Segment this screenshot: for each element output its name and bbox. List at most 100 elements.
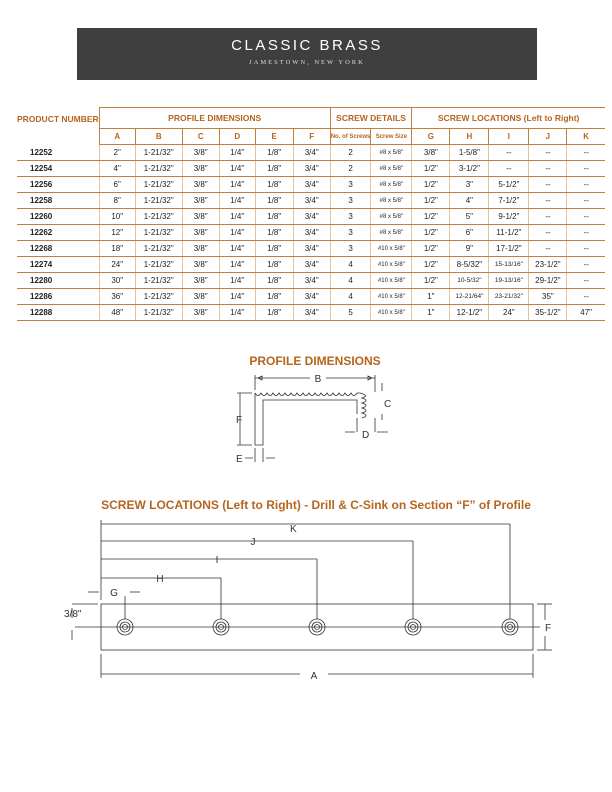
table-cell: #8 x 5/8" [370,192,412,209]
table-cell: 1" [411,288,450,305]
table-cell: 1/4" [218,288,256,305]
table-cell: #8 x 5/8" [370,176,412,193]
screw-hole-icon [410,624,416,630]
table-cell: 2 [329,160,371,177]
table-cell: 8-5/32" [449,256,489,273]
product-number-cell: 12258 [17,192,100,209]
label-offset: 3/8" [64,609,82,620]
table-cell: #8 x 5/8" [370,144,412,161]
column-header: H [449,128,489,145]
table-cell: -- [488,160,529,177]
table-cell: -- [528,240,567,257]
table-cell: 3/8" [411,144,450,161]
table-cell: -- [566,288,605,305]
label-F: F [236,415,242,426]
table-cell: -- [528,160,567,177]
table-cell: -- [528,224,567,241]
table-cell: 3/8" [181,144,220,161]
table-cell: 1/4" [218,176,256,193]
column-header: F [292,128,331,145]
table-cell: 10" [98,208,136,225]
table-row: 12288 48" 1-21/32" 3/8" 1/4" 1/8" 3/4" 5 #10 x 5… [17,304,605,321]
table-cell: -- [566,224,605,241]
table-cell: 1-21/32" [134,288,183,305]
table-cell: 4 [329,272,371,289]
table-cell: 3/4" [292,208,331,225]
label-D: D [362,430,369,441]
table-cell: 3/8" [181,192,220,209]
table-cell: 3/8" [181,160,220,177]
table-cell: 3/8" [181,224,220,241]
table-cell: 3 [329,176,371,193]
table-cell: #8 x 5/8" [370,224,412,241]
table-cell: 1/4" [218,256,256,273]
product-number-cell: 12262 [17,224,100,241]
table-cell: 5 [329,304,371,321]
table-cell: 1/4" [218,208,256,225]
table-cell: -- [566,208,605,225]
table-cell: 3/4" [292,272,331,289]
table-cell: 10-5/32" [449,272,489,289]
product-number-cell: 12260 [17,208,100,225]
table-cell: 3/4" [292,160,331,177]
table-cell: 11-1/2" [488,224,529,241]
table-cell: 3 [329,224,371,241]
table-cell: 1/8" [254,144,294,161]
table-cell: #10 x 5/8" [370,272,412,289]
table-cell: 3" [449,176,489,193]
screw-hole-icon [407,621,419,633]
screw-diagram-title: SCREW LOCATIONS (Left to Right) - Drill … [101,498,531,512]
label-F-bar: F [545,623,551,634]
table-cell: 1/8" [254,224,294,241]
table-cell: 3 [329,240,371,257]
table-cell: 1/4" [218,144,256,161]
table-cell: 3/4" [292,144,331,161]
column-header: B [134,128,183,145]
table-cell: 1/8" [254,240,294,257]
table-cell: 1-21/32" [134,224,183,241]
table-cell: 12-21/64" [449,288,489,305]
product-number-cell: 12280 [17,272,100,289]
table-row: 12260 10" 1-21/32" 3/8" 1/4" 1/8" 3/4" 3 #8 x 5/… [17,208,605,225]
table-row: 12258 8" 1-21/32" 3/8" 1/4" 1/8" 3/4" 3 #8 x 5/8… [17,192,605,209]
table-cell: 19-13/16" [488,272,529,289]
screw-hole-icon [504,621,516,633]
table-cell: 1/2" [411,176,450,193]
table-cell: 18" [98,240,136,257]
table-cell: 1/2" [411,256,450,273]
table-cell: 9" [449,240,489,257]
table-row: 12286 36" 1-21/32" 3/8" 1/4" 1/8" 3/4" 4 #10 x 5… [17,288,605,305]
table-cell: 8" [98,192,136,209]
table-cell: -- [566,192,605,209]
product-number-cell: 12254 [17,160,100,177]
screw-hole-icon [311,621,323,633]
product-number-cell: 12252 [17,144,100,161]
product-number-cell: 12256 [17,176,100,193]
table-cell: 36" [98,288,136,305]
table-cell: 1-21/32" [134,256,183,273]
column-header: E [254,128,294,145]
table-cell: 6" [449,224,489,241]
brand-name: CLASSIC BRASS [231,37,383,54]
table-cell: 3/4" [292,304,331,321]
table-cell: 2 [329,144,371,161]
table-cell: 3/8" [181,256,220,273]
table-cell: #10 x 5/8" [370,288,412,305]
table-cell: -- [528,176,567,193]
table-cell: 1-21/32" [134,304,183,321]
table-cell: 48" [98,304,136,321]
label-H: H [156,574,163,585]
table-cell: 3 [329,208,371,225]
screw-hole-icon [507,624,513,630]
table-cell: 12-1/2" [449,304,489,321]
table-cell: #8 x 5/8" [370,160,412,177]
profile-drawing [237,375,388,462]
table-cell: 3/8" [181,176,220,193]
table-cell: 1/8" [254,272,294,289]
table-cell: 23-21/32" [488,288,529,305]
table-cell: 1/8" [254,192,294,209]
table-cell: 24" [98,256,136,273]
table-cell: 1/2" [411,160,450,177]
